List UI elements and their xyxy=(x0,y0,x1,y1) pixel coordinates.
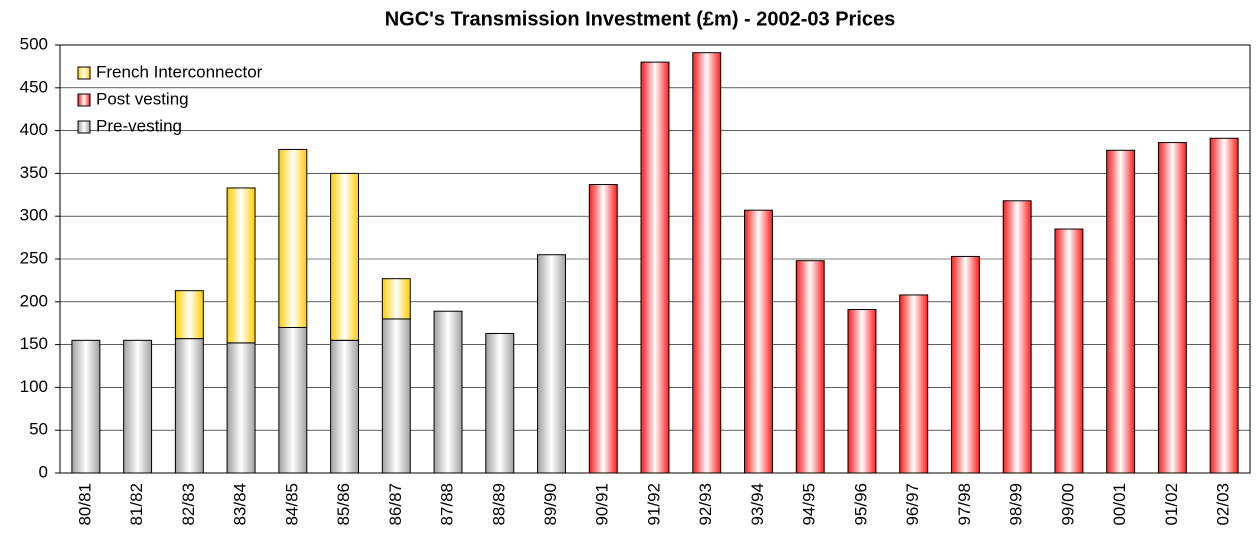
x-tick-label: 92/93 xyxy=(696,483,715,526)
y-tick-label: 350 xyxy=(20,163,48,182)
x-tick-label: 98/99 xyxy=(1007,483,1026,526)
x-tick-label: 00/01 xyxy=(1110,483,1129,526)
bar xyxy=(847,309,877,474)
bar xyxy=(123,339,153,474)
bar xyxy=(278,148,308,328)
legend-label: Pre-vesting xyxy=(96,116,182,135)
y-tick-label: 50 xyxy=(29,420,48,439)
bar xyxy=(588,184,618,474)
bar xyxy=(1002,200,1032,474)
bar xyxy=(950,255,980,474)
x-tick-label: 90/91 xyxy=(593,483,612,526)
x-tick-label: 87/88 xyxy=(438,483,457,526)
bar xyxy=(1157,142,1187,474)
y-tick-label: 300 xyxy=(20,206,48,225)
x-tick-label: 93/94 xyxy=(748,483,767,526)
legend-swatch xyxy=(77,66,91,80)
y-tick-label: 250 xyxy=(20,248,48,267)
chart-title: NGC's Transmission Investment (£m) - 200… xyxy=(385,8,896,30)
legend-swatch xyxy=(77,93,91,107)
bar xyxy=(485,332,515,474)
bar xyxy=(226,342,256,474)
bar xyxy=(1054,228,1084,474)
y-tick-label: 400 xyxy=(20,120,48,139)
x-tick-label: 91/92 xyxy=(644,483,663,526)
y-tick-label: 100 xyxy=(20,377,48,396)
legend-label: Post vesting xyxy=(96,89,189,108)
bar xyxy=(744,209,773,474)
x-tick-label: 94/95 xyxy=(800,483,819,526)
bar xyxy=(278,326,308,474)
x-tick-label: 80/81 xyxy=(75,483,94,526)
bar xyxy=(174,290,204,340)
bar xyxy=(330,172,360,341)
bar xyxy=(226,187,256,344)
x-tick-label: 86/87 xyxy=(386,483,405,526)
bar xyxy=(537,254,566,474)
bar xyxy=(381,318,411,474)
x-tick-label: 89/90 xyxy=(541,483,560,526)
x-tick-label: 01/02 xyxy=(1162,483,1181,526)
x-tick-label: 95/96 xyxy=(851,483,870,526)
x-tick-label: 96/97 xyxy=(903,483,922,526)
x-tick-label: 81/82 xyxy=(127,483,146,526)
y-tick-label: 450 xyxy=(20,77,48,96)
x-tick-label: 82/83 xyxy=(179,483,198,526)
bar xyxy=(433,310,463,474)
x-tick-label: 99/00 xyxy=(1058,483,1077,526)
y-tick-label: 500 xyxy=(20,34,48,53)
bar xyxy=(795,260,825,474)
y-tick-label: 200 xyxy=(20,291,48,310)
bar xyxy=(640,61,670,474)
bar xyxy=(1106,149,1136,474)
x-tick-label: 97/98 xyxy=(955,483,974,526)
bar xyxy=(381,278,411,320)
bar xyxy=(174,338,204,474)
x-tick-label: 83/84 xyxy=(231,483,250,526)
bar xyxy=(330,339,360,474)
bar xyxy=(1209,137,1239,474)
bar xyxy=(71,339,101,474)
x-tick-label: 02/03 xyxy=(1214,483,1233,526)
y-tick-label: 0 xyxy=(39,462,48,481)
x-tick-label: 84/85 xyxy=(282,483,301,526)
x-tick-label: 88/89 xyxy=(489,483,508,526)
bar xyxy=(692,52,722,474)
x-tick-label: 85/86 xyxy=(334,483,353,526)
y-tick-label: 150 xyxy=(20,334,48,353)
legend-swatch xyxy=(77,120,91,134)
legend-label: French Interconnector xyxy=(96,62,263,81)
bar xyxy=(899,294,929,474)
